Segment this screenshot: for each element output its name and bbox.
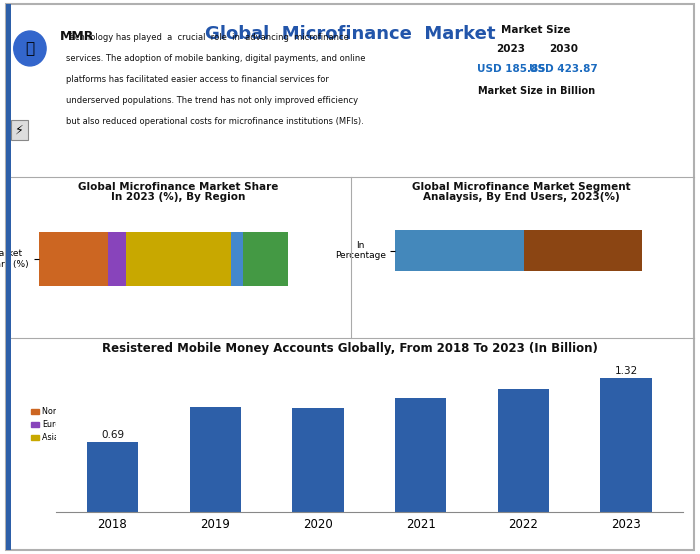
Text: underserved populations. The trend has not only improved efficiency: underserved populations. The trend has n… [66,96,358,105]
Text: 2023: 2023 [496,44,526,54]
Text: Analaysis, By End Users, 2023(%): Analaysis, By End Users, 2023(%) [423,192,620,202]
Text: MMR: MMR [60,30,94,43]
Bar [601,378,652,512]
Text: USD 423.87: USD 423.87 [529,64,598,74]
Text: Market Size: Market Size [500,25,570,35]
Text: Global  Microfinance  Market: Global Microfinance Market [204,25,496,43]
Text: 2030: 2030 [549,44,578,54]
Text: 1.32: 1.32 [615,366,638,376]
Text: Resistered Mobile Money Accounts Globally, From 2018 To 2023 (In Billion): Resistered Mobile Money Accounts Globall… [102,342,598,355]
Bar [231,232,243,286]
Text: platforms has facilitated easier access to financial services for: platforms has facilitated easier access … [66,75,330,84]
Bar [38,232,108,286]
Bar [498,389,549,512]
Legend: Banks, Non-banks: Banks, Non-banks [434,351,545,367]
Bar [395,230,524,271]
Text: Technology has played  a  crucial  role  in  advancing  microfinance: Technology has played a crucial role in … [66,33,349,42]
Text: 🌐: 🌐 [25,41,34,56]
Circle shape [14,31,46,66]
Text: USD 185.85: USD 185.85 [477,64,545,74]
Bar [190,407,241,512]
Bar [87,442,138,512]
Text: ⚡: ⚡ [15,124,24,137]
Text: Global Microfinance Market Segment: Global Microfinance Market Segment [412,182,631,192]
Text: Global Microfinance Market Share: Global Microfinance Market Share [78,182,279,192]
Bar [126,232,231,286]
Bar [108,232,126,286]
Text: 0.69: 0.69 [101,430,124,440]
Text: In 2023 (%), By Region: In 2023 (%), By Region [111,192,246,202]
Bar [395,398,447,512]
Bar [524,230,642,271]
Text: Market Size in Billion: Market Size in Billion [478,86,596,96]
Bar [292,408,344,512]
Text: services. The adoption of mobile banking, digital payments, and online: services. The adoption of mobile banking… [66,54,366,63]
Legend: North America, Europe, Asia Pacific, Middle East and Africa, South America: North America, Europe, Asia Pacific, Mid… [28,404,208,445]
Text: but also reduced operational costs for microfinance institutions (MFIs).: but also reduced operational costs for m… [66,117,364,126]
Bar [243,232,288,286]
